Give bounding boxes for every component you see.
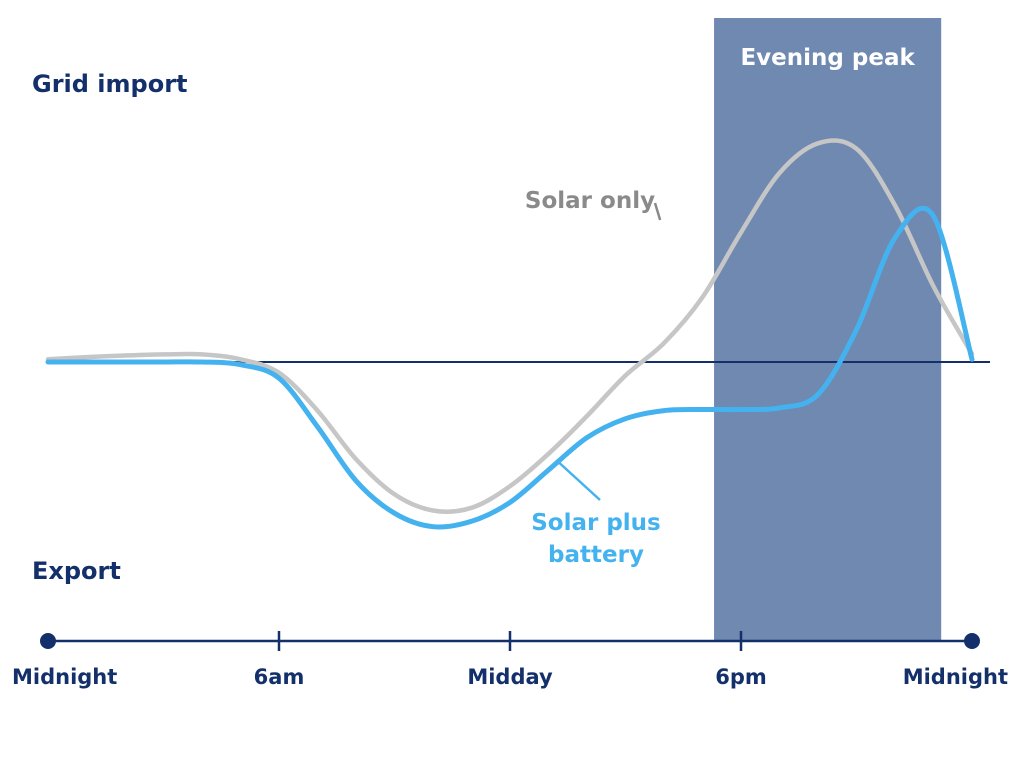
evening-peak-band: [714, 18, 942, 641]
axis-end-dot: [40, 633, 56, 649]
x-tick-label: Midnight: [12, 665, 117, 689]
solar-plus-battery-label: Solar plus battery: [531, 510, 661, 568]
series-line-solar-plus-battery: [45, 206, 975, 530]
axis-end-dot: [964, 633, 980, 649]
x-ticks: Midnight 6am Midday 6pm Midnight: [12, 631, 1008, 689]
export-label: Export: [32, 557, 121, 585]
grid-import-label: Grid import: [32, 70, 188, 98]
evening-peak-label: Evening peak: [740, 45, 915, 71]
x-tick-label: Midnight: [903, 665, 1008, 689]
x-tick-label: 6am: [254, 665, 305, 689]
x-tick-label: 6pm: [715, 665, 767, 689]
x-tick-label: Midday: [467, 665, 553, 689]
solar-only-leader: [653, 202, 662, 221]
solar-plus-battery-leader: [555, 459, 601, 501]
series-line-solar-only: [45, 138, 975, 514]
solar-only-label: Solar only: [525, 188, 655, 214]
